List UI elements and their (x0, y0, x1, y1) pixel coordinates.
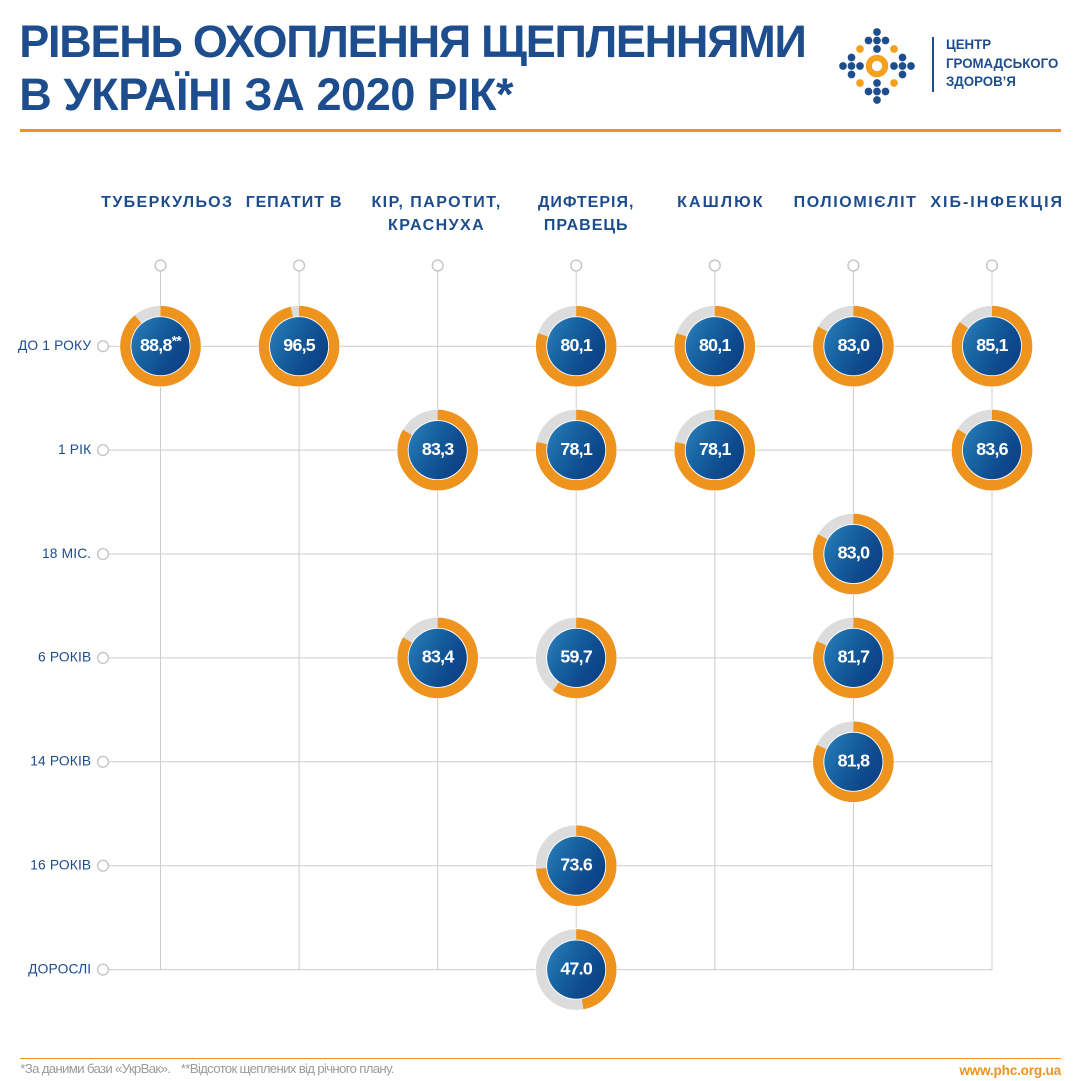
svg-text:83,0: 83,0 (838, 543, 870, 563)
svg-text:6 РОКІВ: 6 РОКІВ (38, 650, 91, 665)
svg-text:83,3: 83,3 (422, 439, 454, 459)
svg-text:18 МІС.: 18 МІС. (42, 546, 91, 561)
svg-text:83,6: 83,6 (976, 439, 1008, 459)
svg-text:59,7: 59,7 (560, 647, 592, 667)
svg-text:81,8: 81,8 (838, 751, 870, 771)
svg-text:78,1: 78,1 (699, 439, 731, 459)
svg-text:47.0: 47.0 (560, 958, 592, 978)
svg-text:78,1: 78,1 (560, 439, 592, 459)
svg-text:81,7: 81,7 (838, 647, 870, 667)
svg-text:14 РОКІВ: 14 РОКІВ (30, 754, 91, 769)
svg-text:80,1: 80,1 (560, 335, 592, 355)
svg-text:83,4: 83,4 (422, 647, 454, 667)
svg-text:1 РІК: 1 РІК (58, 442, 91, 457)
svg-text:96,5: 96,5 (283, 335, 315, 355)
svg-text:83,0: 83,0 (838, 335, 870, 355)
svg-text:ДО 1 РОКУ: ДО 1 РОКУ (18, 338, 91, 353)
svg-text:73.6: 73.6 (560, 854, 592, 874)
svg-text:85,1: 85,1 (976, 335, 1008, 355)
svg-text:80,1: 80,1 (699, 335, 731, 355)
svg-text:16 РОКІВ: 16 РОКІВ (30, 858, 91, 873)
svg-text:ДОРОСЛІ: ДОРОСЛІ (28, 961, 91, 976)
